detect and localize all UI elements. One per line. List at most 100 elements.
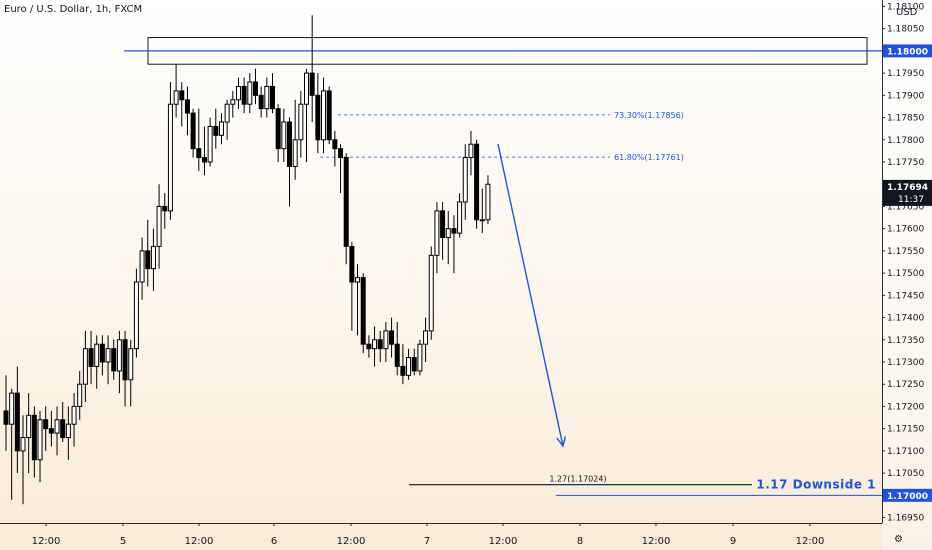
candle	[116, 330, 122, 394]
candle-body	[196, 148, 202, 159]
candle	[150, 228, 156, 291]
candle-body	[9, 392, 15, 425]
candle-body	[179, 90, 185, 101]
candle	[269, 73, 275, 114]
candle-body	[349, 245, 355, 283]
candle	[445, 210, 451, 265]
x-tick-label: 5	[120, 536, 126, 547]
candle	[224, 99, 230, 140]
candle	[457, 193, 463, 238]
candle-body	[241, 85, 247, 105]
candle-body	[434, 210, 440, 256]
candle	[179, 82, 185, 127]
candle-body	[315, 94, 321, 141]
candle-body	[14, 392, 20, 452]
candle-body	[252, 81, 258, 96]
candle	[105, 335, 111, 385]
candle-body	[156, 205, 162, 247]
candle	[247, 73, 253, 114]
candle-body	[275, 108, 281, 150]
y-tick-label: 1.17950	[887, 69, 924, 79]
extension-label: 1.27(1.17024)	[549, 475, 606, 484]
candle	[48, 410, 54, 447]
candle	[292, 99, 298, 180]
candle-body	[218, 121, 224, 136]
y-tick-label: 1.17850	[887, 114, 924, 124]
candle-body	[411, 357, 417, 372]
candle	[252, 68, 258, 105]
candle	[264, 77, 270, 118]
candle-body	[105, 348, 111, 363]
y-tick-label: 1.17650	[887, 202, 924, 212]
candle	[485, 175, 491, 225]
candle	[355, 264, 361, 336]
symbol-title[interactable]: Euro / U.S. Dollar, 1h, FXCM	[4, 4, 143, 15]
candle-body	[406, 357, 412, 376]
candle	[315, 73, 321, 154]
candle	[479, 188, 485, 234]
candle-body	[298, 103, 304, 141]
candle-body	[457, 201, 463, 234]
y-tick-label: 1.17500	[887, 269, 924, 279]
candle-body	[235, 85, 241, 101]
target-price-tag-bg	[883, 488, 932, 502]
axis-settings-icon[interactable]: ⚙	[894, 534, 903, 545]
candle	[321, 77, 327, 154]
candle-body	[167, 103, 173, 212]
candle-body	[372, 339, 378, 350]
candle-body	[445, 228, 451, 239]
candle-body	[474, 143, 480, 221]
candle-body	[383, 330, 389, 350]
candle-body	[48, 428, 54, 434]
fib-label-0: 73.30%(1.17856)	[614, 111, 684, 120]
candle	[468, 130, 474, 176]
candle	[77, 370, 83, 420]
candle	[162, 193, 168, 229]
candle-body	[230, 99, 236, 105]
candle	[218, 113, 224, 145]
x-tick-label: 12:00	[489, 536, 518, 547]
y-tick-label: 1.17300	[887, 358, 924, 368]
resistance-price-tag: 1.18000	[887, 47, 928, 57]
candle-body	[43, 419, 49, 430]
candle	[400, 344, 406, 385]
candle	[298, 90, 304, 158]
candle	[343, 153, 349, 265]
candle	[309, 15, 315, 122]
candle-body	[82, 348, 88, 385]
candle-body	[60, 419, 66, 439]
y-tick-label: 1.17900	[887, 91, 924, 101]
candle	[60, 402, 66, 442]
y-tick-label: 1.18100	[887, 2, 924, 12]
candle-body	[468, 143, 474, 159]
candle	[326, 86, 332, 145]
candle-body	[94, 343, 100, 367]
candle	[3, 375, 9, 451]
candle-body	[417, 343, 423, 372]
price-axis-bg	[882, 0, 932, 550]
candle	[474, 139, 480, 229]
downside-arrow	[497, 143, 564, 447]
candle	[411, 348, 417, 376]
candle-body	[440, 210, 446, 239]
candle-body	[394, 343, 400, 367]
candle-body	[321, 90, 327, 141]
current-price-countdown: 11:37	[898, 195, 924, 205]
candle-body	[479, 219, 485, 222]
candle	[389, 317, 395, 358]
candle	[434, 202, 440, 274]
candle-body	[190, 112, 196, 150]
candle	[241, 77, 247, 114]
candle	[88, 330, 94, 385]
candle	[122, 330, 128, 407]
candle	[383, 322, 389, 362]
candle	[230, 90, 236, 118]
candle	[201, 126, 207, 176]
candle-body	[451, 228, 457, 234]
candle-body	[281, 121, 287, 150]
candle	[440, 202, 446, 260]
y-tick-label: 1.17050	[887, 469, 924, 479]
candle	[111, 339, 117, 380]
candle	[366, 335, 372, 358]
